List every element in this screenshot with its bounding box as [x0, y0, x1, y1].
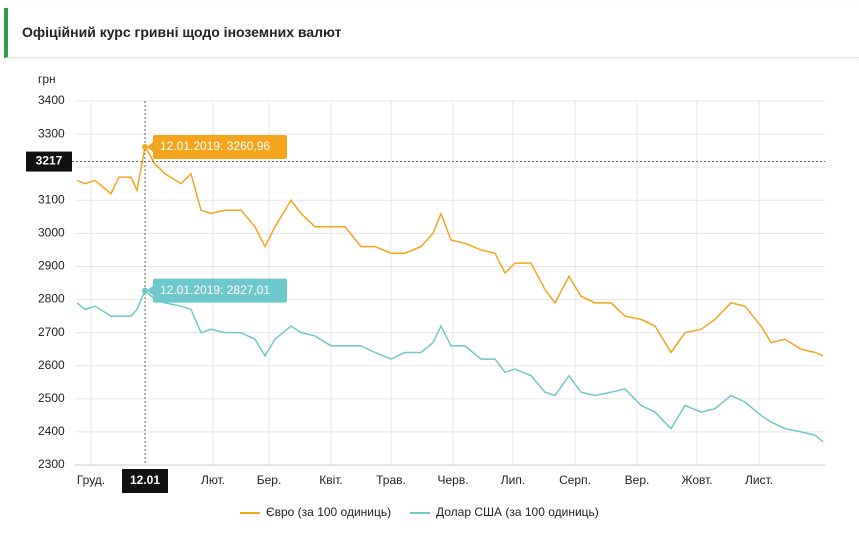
- header: Офіційний курс гривні щодо іноземних вал…: [4, 8, 859, 58]
- y-tick-label: 2400: [38, 424, 65, 438]
- x-tick-label: Лип.: [501, 473, 525, 487]
- x-tick-label: Лют.: [201, 473, 225, 487]
- y-tick-label: 3400: [38, 93, 65, 107]
- y-tick-label: 2500: [38, 391, 65, 405]
- y-tick-label: 3300: [38, 126, 65, 140]
- line-series: [76, 144, 824, 357]
- hover-point: [142, 144, 148, 151]
- crosshair-x-box: [122, 469, 168, 493]
- x-tick-label: Вер.: [625, 473, 650, 487]
- tooltip-text: 12.01.2019: 3260,96: [160, 139, 270, 153]
- x-tick-label: Трав.: [376, 473, 406, 487]
- legend-label: Долар США (за 100 одиниць): [436, 505, 599, 519]
- x-tick-label: Черв.: [437, 473, 468, 487]
- x-tick-label: Серп.: [559, 473, 591, 487]
- y-tick-label: 3100: [38, 192, 65, 206]
- tooltip-arrow: [147, 142, 153, 153]
- crosshair-y-label: 3217: [36, 154, 63, 168]
- y-tick-label: 2700: [38, 325, 65, 339]
- crosshair-x-label: 12.01: [130, 473, 160, 487]
- tooltip-text: 12.01.2019: 2827,01: [160, 283, 270, 297]
- tooltip-arrow: [147, 285, 153, 296]
- x-tick-label: Жовт.: [681, 473, 712, 487]
- header-title: Офіційний курс гривні щодо іноземних вал…: [22, 24, 342, 40]
- y-tick-label: 3000: [38, 226, 65, 240]
- line-series: [76, 289, 824, 443]
- x-tick-label: Квіт.: [319, 473, 343, 487]
- legend-label: Євро (за 100 одиниць): [266, 505, 391, 519]
- tooltip-box: [153, 278, 287, 303]
- crosshair-y-box: [26, 151, 72, 172]
- y-tick-label: 2300: [38, 457, 65, 471]
- hover-point: [142, 287, 148, 294]
- y-axis-label: грн: [38, 72, 56, 86]
- x-tick-label: Груд.: [77, 473, 105, 487]
- x-tick-label: Бер.: [257, 473, 282, 487]
- y-tick-label: 2900: [38, 259, 65, 273]
- y-tick-label: 2600: [38, 358, 65, 372]
- x-tick-label: Лист.: [745, 473, 773, 487]
- tooltip-box: [153, 135, 287, 160]
- y-tick-label: 2800: [38, 292, 65, 306]
